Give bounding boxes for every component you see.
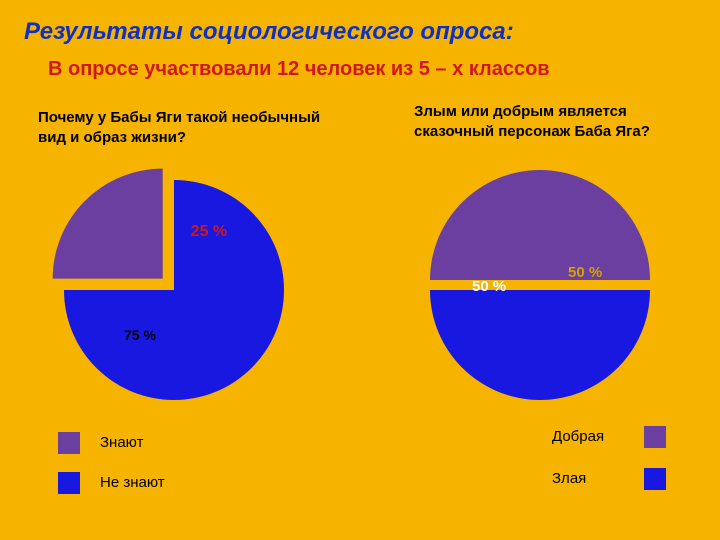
chart-left-legend-1-label: Не знают xyxy=(100,474,165,491)
chart-right-slice-0-label: 50 % xyxy=(472,278,506,295)
chart-left-slice-0-label: 75 % xyxy=(124,327,156,343)
chart-right-slice-1-label: 50 % xyxy=(568,264,602,281)
chart-right-legend-0-swatch xyxy=(644,426,666,448)
chart-right-pie xyxy=(390,140,690,440)
page-title: Результаты социологического опроса: xyxy=(24,18,514,46)
page-subtitle: В опросе участвовали 12 человек из 5 – х… xyxy=(48,58,550,81)
chart-left-slice-1 xyxy=(53,169,163,279)
chart-right-question: Злым или добрым являетсясказочный персон… xyxy=(414,102,650,143)
chart-right-legend-1-swatch xyxy=(644,468,666,490)
chart-left-slice-1-label: 25 % xyxy=(191,223,227,241)
chart-left-pie xyxy=(24,140,324,440)
chart-right-legend-1-label: Злая xyxy=(552,470,586,487)
chart-left-legend-0-label: Знают xyxy=(100,434,143,451)
chart-left-legend-0-swatch xyxy=(58,432,80,454)
chart-right-slice-1 xyxy=(430,170,650,280)
chart-right-slice-0 xyxy=(430,290,650,400)
chart-right-legend-0-label: Добрая xyxy=(552,428,604,445)
chart-left-legend-1-swatch xyxy=(58,472,80,494)
